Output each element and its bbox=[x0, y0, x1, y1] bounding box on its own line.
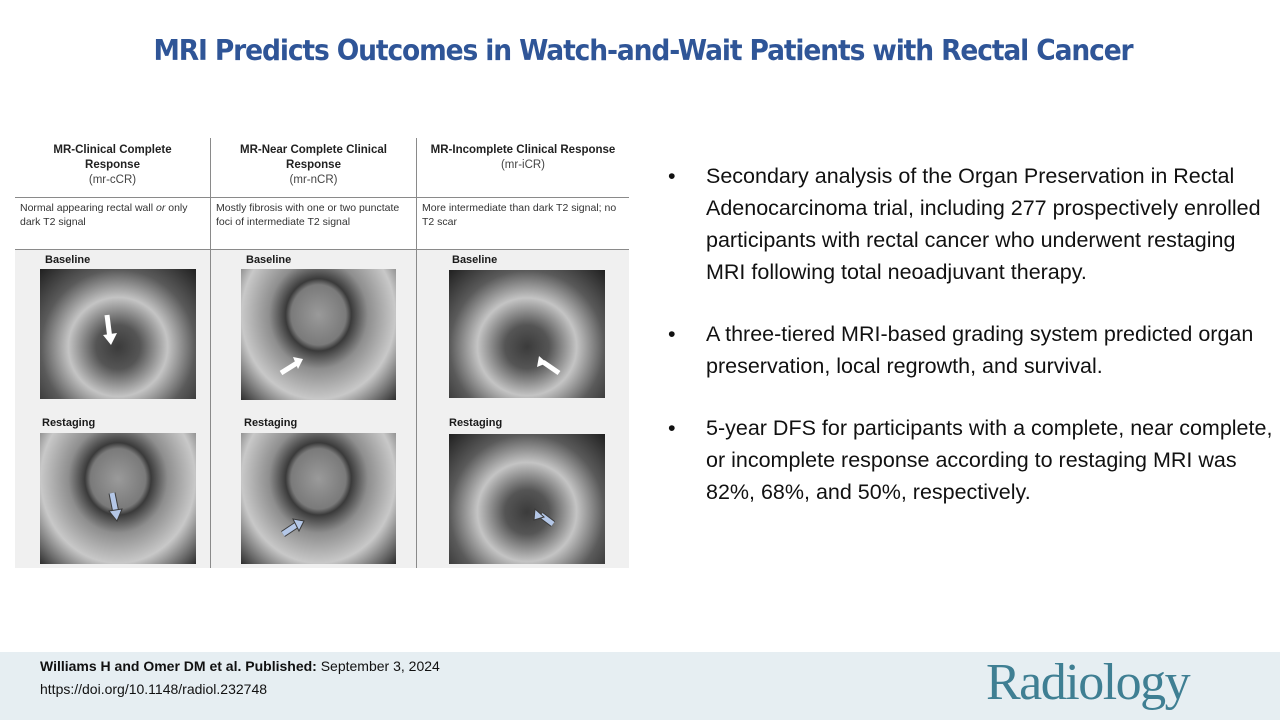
blue-arrow-down-icon bbox=[108, 492, 123, 522]
baseline-mri-image bbox=[40, 269, 196, 399]
mri-grading-figure: MR-Clinical Complete Response (mr-cCR) N… bbox=[15, 138, 629, 568]
description-post: only dark T2 signal bbox=[20, 202, 188, 228]
column-description: Mostly fibrosis with one or two punctate… bbox=[216, 202, 400, 228]
header-line2: Response bbox=[286, 159, 341, 171]
restaging-mri-image bbox=[449, 434, 605, 564]
header-line1: MR-Near Complete Clinical bbox=[240, 144, 387, 156]
restaging-label: Restaging bbox=[449, 417, 503, 429]
header-abbrev: (mr-cCR) bbox=[88, 174, 137, 186]
baseline-label: Baseline bbox=[452, 254, 498, 266]
blue-arrow-up-left-icon bbox=[533, 507, 556, 527]
citation: Williams H and Omer DM et al. Published:… bbox=[40, 655, 440, 701]
slide-title: MRI Predicts Outcomes in Watch-and-Wait … bbox=[153, 34, 1133, 67]
restaging-mri-image bbox=[40, 433, 196, 564]
doi-link[interactable]: https://doi.org/10.1148/radiol.232748 bbox=[40, 681, 268, 697]
citation-footer: Williams H and Omer DM et al. Published:… bbox=[0, 652, 1280, 720]
white-arrow-up-left-icon bbox=[537, 356, 561, 376]
key-findings-list: • Secondary analysis of the Organ Preser… bbox=[668, 160, 1273, 538]
radiology-logo: Radiology bbox=[986, 654, 1191, 711]
header-abbrev: (mr-iCR) bbox=[500, 159, 546, 171]
restaging-mri-image bbox=[241, 433, 396, 564]
bullet-marker: • bbox=[668, 322, 676, 346]
image-area: Baseline Restaging bbox=[15, 249, 210, 568]
description-pre: Normal appearing rectal wall bbox=[20, 202, 156, 214]
header-line1: MR-Incomplete Clinical Response bbox=[430, 144, 616, 156]
finding-item: • A three-tiered MRI-based grading syste… bbox=[668, 318, 1273, 382]
finding-text: A three-tiered MRI-based grading system … bbox=[706, 322, 1254, 378]
header-line2: Response bbox=[85, 159, 140, 171]
column-header: MR-Clinical Complete Response (mr-cCR) bbox=[15, 143, 210, 188]
column-mr-icr: MR-Incomplete Clinical Response (mr-iCR)… bbox=[417, 138, 629, 568]
baseline-label: Baseline bbox=[246, 254, 292, 266]
column-description: More intermediate than dark T2 signal; n… bbox=[422, 202, 617, 228]
column-mr-ncr: MR-Near Complete Clinical Response (mr-n… bbox=[211, 138, 416, 568]
finding-text: 5-year DFS for participants with a compl… bbox=[706, 416, 1273, 504]
citation-line1: Williams H and Omer DM et al. Published:… bbox=[40, 655, 440, 678]
row-divider bbox=[15, 197, 629, 198]
white-arrow-up-right-icon bbox=[279, 357, 303, 376]
citation-authors: Williams H and Omer DM et al. Published: bbox=[40, 658, 317, 674]
baseline-mri-image bbox=[241, 269, 396, 400]
white-arrow-down-icon bbox=[103, 314, 117, 345]
baseline-label: Baseline bbox=[45, 254, 91, 266]
finding-text: Secondary analysis of the Organ Preserva… bbox=[706, 164, 1261, 284]
baseline-mri-image bbox=[449, 270, 605, 398]
finding-item: • Secondary analysis of the Organ Preser… bbox=[668, 160, 1273, 288]
bullet-marker: • bbox=[668, 416, 676, 440]
description-emphasis: or bbox=[155, 202, 166, 214]
image-area: Baseline Restaging bbox=[211, 249, 416, 568]
column-header: MR-Near Complete Clinical Response (mr-n… bbox=[211, 143, 416, 188]
column-divider bbox=[416, 138, 417, 568]
finding-item: • 5-year DFS for participants with a com… bbox=[668, 412, 1273, 508]
blue-arrow-up-right-icon bbox=[281, 518, 305, 537]
restaging-label: Restaging bbox=[42, 417, 96, 429]
row-divider bbox=[15, 249, 629, 250]
restaging-label: Restaging bbox=[244, 417, 298, 429]
image-area: Baseline Restaging bbox=[417, 249, 629, 568]
bullet-marker: • bbox=[668, 164, 676, 188]
header-abbrev: (mr-nCR) bbox=[289, 174, 338, 186]
header-line1: MR-Clinical Complete bbox=[53, 144, 172, 156]
citation-date: September 3, 2024 bbox=[316, 658, 440, 674]
column-divider bbox=[210, 138, 211, 568]
column-mr-ccr: MR-Clinical Complete Response (mr-cCR) N… bbox=[15, 138, 210, 568]
column-description: Normal appearing rectal wall or only dar… bbox=[20, 202, 205, 229]
column-header: MR-Incomplete Clinical Response (mr-iCR) bbox=[417, 143, 629, 173]
